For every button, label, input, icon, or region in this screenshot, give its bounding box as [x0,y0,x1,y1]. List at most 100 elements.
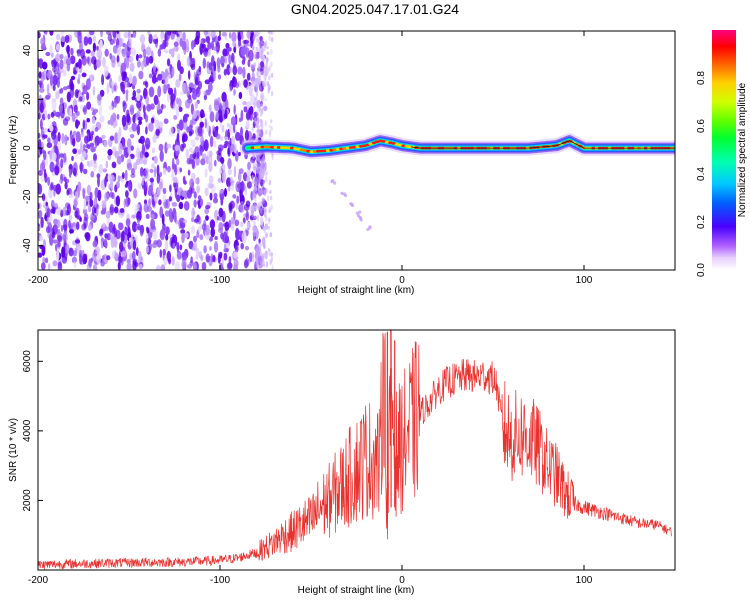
noise-speck [237,66,243,75]
noise-speck [137,60,141,68]
noise-speck [142,159,148,165]
noise-speck [187,98,193,104]
noise-speck [203,139,209,152]
noise-speck [120,62,127,72]
noise-speck [137,54,143,59]
noise-speck [251,78,254,86]
noise-speck [82,119,86,130]
noise-speck [105,210,111,219]
noise-speck [221,124,225,133]
noise-speck [263,208,267,213]
noise-speck [221,170,226,183]
noise-speck [47,137,51,144]
noise-speck [259,36,263,42]
noise-speck [213,192,218,199]
noise-speck [185,148,189,160]
noise-speck [187,169,191,176]
noise-speck [150,213,155,219]
noise-speck [103,140,108,148]
noise-speck [269,195,273,201]
noise-speck [55,90,60,100]
noise-speck [233,165,237,178]
noise-speck [145,95,149,106]
ridge-core-dot [342,147,347,150]
noise-speck [243,106,248,113]
noise-speck [153,240,158,245]
noise-speck [90,146,96,153]
noise-speck [258,46,261,52]
noise-speck [240,221,244,228]
noise-speck [49,44,53,54]
noise-speck [188,82,194,91]
snr-x-tick-label: -100 [210,575,230,586]
noise-speck [88,258,92,268]
noise-speck [230,116,237,126]
noise-speck [145,126,148,135]
noise-speck [176,158,180,166]
ridge-core-dot [407,145,413,148]
noise-speck [254,185,257,192]
noise-speck [102,56,106,68]
noise-speck [38,138,42,151]
noise-speck [214,236,218,240]
noise-speck [174,213,177,223]
noise-speck [238,38,242,47]
noise-speck [136,211,142,222]
noise-speck [143,81,147,86]
noise-speck [127,41,131,48]
spectrogram-y-tick-label: 40 [22,45,33,57]
noise-speck [242,101,247,106]
noise-speck [102,222,106,228]
noise-speck [116,44,121,56]
noise-speck [266,46,269,50]
ridge-core-dot [378,139,383,143]
noise-speck [257,182,261,189]
noise-speck [258,190,261,198]
noise-speck [232,40,236,47]
noise-speck [239,200,245,213]
noise-speck [42,134,48,139]
noise-speck [243,203,250,212]
noise-speck [89,191,93,201]
noise-speck [169,63,173,73]
noise-speck [176,132,180,143]
noise-speck [136,100,142,109]
noise-speck [262,206,265,211]
noise-speck [256,245,259,249]
noise-speck [124,226,128,235]
noise-speck [253,163,256,170]
noise-speck [98,104,102,117]
noise-speck [265,129,268,135]
noise-speck [136,88,141,94]
noise-speck [92,251,97,262]
noise-speck [233,46,237,53]
noise-speck [205,155,210,165]
noise-speck [167,73,171,80]
noise-speck [208,162,213,173]
noise-speck [239,230,243,237]
noise-speck [75,120,81,126]
noise-speck [100,31,103,38]
noise-speck [104,233,109,239]
noise-speck [251,178,255,185]
noise-speck [161,213,165,225]
noise-speck [60,224,64,232]
noise-speck [39,162,45,173]
noise-speck [128,237,132,243]
noise-speck [66,63,71,72]
noise-speck [55,243,58,252]
noise-speck [65,243,70,253]
noise-speck [169,184,172,193]
noise-speck [72,162,78,174]
spectrogram-x-tick-label: -200 [28,275,48,286]
noise-speck [66,203,71,216]
noise-speck [95,246,100,256]
noise-speck [203,94,207,101]
ridge-core-dot [375,140,380,143]
snr-series [38,330,672,570]
noise-speck [257,162,262,168]
noise-speck [149,168,154,173]
noise-speck [190,63,196,71]
noise-speck [128,127,133,133]
noise-speck [137,116,143,122]
